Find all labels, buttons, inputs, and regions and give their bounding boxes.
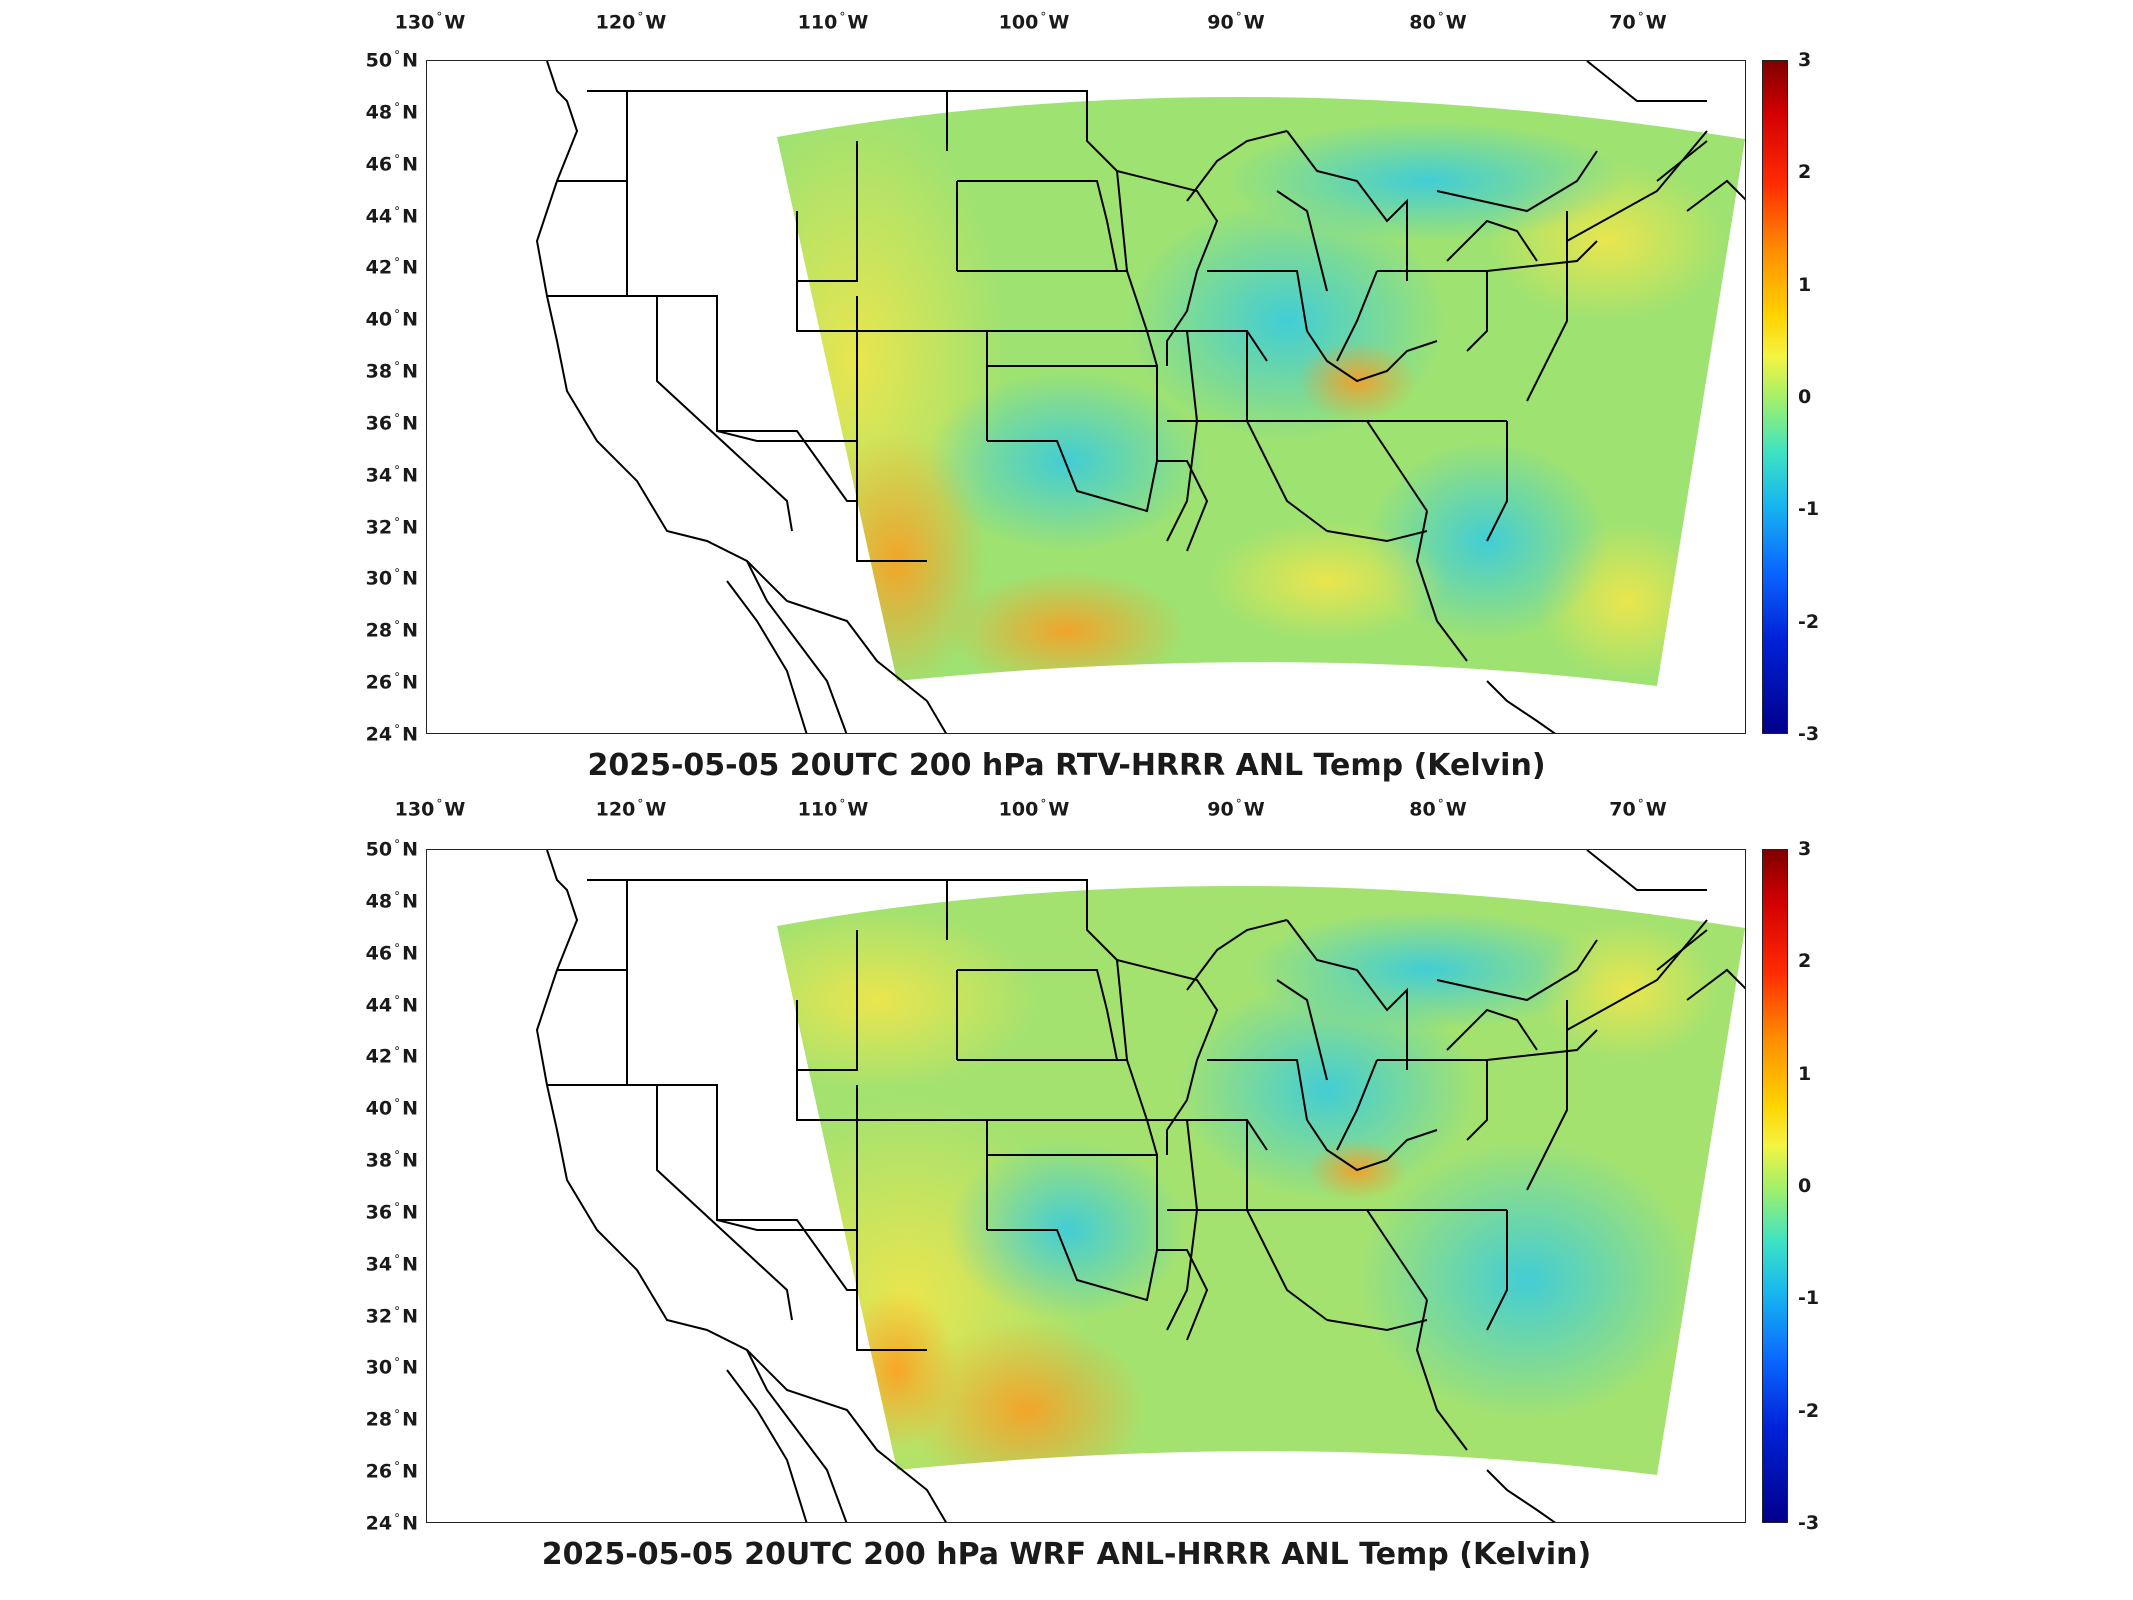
colorbar-tick-label: -3 <box>1798 723 1820 745</box>
latitude-tick-label: 30 ° N <box>365 1355 418 1380</box>
colorbar-tick-label: 0 <box>1798 1175 1812 1197</box>
longitude-tick-label: 100 ° W <box>998 10 1070 34</box>
coastline-baja-top <box>726 179 1745 733</box>
latitude-tick-label: 42 ° N <box>365 1044 418 1069</box>
longitude-tick-label: 110 ° W <box>797 10 869 34</box>
panel-title-bottom: 2025-05-05 20UTC 200 hPa WRF ANL-HRRR AN… <box>541 1537 1592 1572</box>
latitude-tick-label: 46 ° N <box>365 941 418 965</box>
latitude-tick-label: 36 ° N <box>365 1200 418 1224</box>
colorbar-top <box>1762 60 1788 734</box>
latitude-tick-label: 32 ° N <box>365 1303 418 1328</box>
latitude-tick-label: 44 ° N <box>365 203 418 228</box>
colorbar-tick-label: 0 <box>1798 386 1812 408</box>
colorbar-tick-label: 3 <box>1798 838 1812 860</box>
longitude-tick-label: 120 ° W <box>595 10 667 34</box>
colorbar-tick-label: -3 <box>1798 1512 1820 1534</box>
latitude-tick-label: 24 ° N <box>365 1511 418 1535</box>
longitude-tick-label: 70 ° W <box>1609 797 1667 821</box>
map-plot-area-top <box>426 60 1746 734</box>
longitude-tick-label: 90 ° W <box>1207 10 1265 34</box>
latitude-tick-label: 42 ° N <box>365 255 418 280</box>
colorbar-tick-label: 3 <box>1798 49 1812 71</box>
longitude-tick-label: 90 ° W <box>1207 797 1265 821</box>
panel-title-top: 2025-05-05 20UTC 200 hPa RTV-HRRR ANL Te… <box>587 748 1546 783</box>
latitude-tick-label: 32 ° N <box>365 514 418 539</box>
latitude-tick-label: 38 ° N <box>365 1148 418 1172</box>
longitude-tick-label: 130 ° W <box>394 797 466 821</box>
longitude-tick-label: 80 ° W <box>1409 797 1467 821</box>
latitude-tick-label: 44 ° N <box>365 992 418 1017</box>
latitude-tick-label: 40 ° N <box>365 1096 418 1120</box>
data-field-bottom <box>777 885 1745 1476</box>
temperature-difference-map-bottom <box>535 850 1745 1522</box>
latitude-tick-label: 28 ° N <box>365 1407 418 1431</box>
colorbar-tick-label: 1 <box>1798 273 1812 296</box>
longitude-tick-label: 110 ° W <box>797 797 869 821</box>
latitude-tick-label: 48 ° N <box>365 100 418 124</box>
coastline-baja-bottom <box>726 968 1745 1522</box>
latitude-tick-label: 38 ° N <box>365 359 418 383</box>
temperature-difference-map-top <box>535 61 1745 733</box>
longitude-tick-label: 130 ° W <box>394 10 466 34</box>
colorbar-tick-label: -1 <box>1798 1287 1820 1310</box>
latitude-tick-label: 34 ° N <box>365 1252 418 1276</box>
map-plot-area-bottom <box>426 849 1746 1523</box>
latitude-tick-label: 30 ° N <box>365 566 418 591</box>
state-borders-top <box>535 61 1708 733</box>
latitude-tick-label: 28 ° N <box>365 618 418 642</box>
latitude-tick-label: 26 ° N <box>365 1459 418 1483</box>
latitude-tick-label: 36 ° N <box>365 411 418 435</box>
colorbar-tick-label: -2 <box>1798 1399 1820 1422</box>
longitude-tick-label: 70 ° W <box>1609 10 1667 34</box>
data-field-top <box>777 96 1745 687</box>
latitude-tick-label: 40 ° N <box>365 307 418 331</box>
colorbar-tick-label: -1 <box>1798 498 1820 521</box>
latitude-tick-label: 34 ° N <box>365 463 418 487</box>
longitude-tick-label: 100 ° W <box>998 797 1070 821</box>
colorbar-bottom <box>1762 849 1788 1523</box>
latitude-tick-label: 46 ° N <box>365 152 418 176</box>
colorbar-tick-label: -2 <box>1798 610 1820 633</box>
colorbar-tick-label: 1 <box>1798 1062 1812 1085</box>
latitude-tick-label: 24 ° N <box>365 722 418 746</box>
latitude-tick-label: 50 ° N <box>365 48 418 72</box>
longitude-tick-label: 80 ° W <box>1409 10 1467 34</box>
state-borders-bottom <box>535 850 1708 1522</box>
latitude-tick-label: 50 ° N <box>365 837 418 861</box>
longitude-tick-label: 120 ° W <box>595 797 667 821</box>
latitude-tick-label: 26 ° N <box>365 670 418 694</box>
latitude-tick-label: 48 ° N <box>365 889 418 913</box>
colorbar-tick-label: 2 <box>1798 161 1812 184</box>
colorbar-tick-label: 2 <box>1798 950 1812 973</box>
